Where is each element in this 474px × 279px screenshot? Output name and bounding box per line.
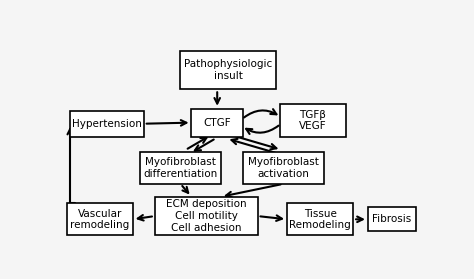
FancyBboxPatch shape — [155, 197, 258, 235]
FancyBboxPatch shape — [287, 203, 353, 235]
FancyBboxPatch shape — [243, 152, 324, 184]
Text: Vascular
remodeling: Vascular remodeling — [70, 208, 129, 230]
FancyBboxPatch shape — [140, 152, 221, 184]
Text: CTGF: CTGF — [203, 118, 231, 128]
FancyBboxPatch shape — [181, 51, 276, 89]
Text: Fibrosis: Fibrosis — [372, 214, 411, 224]
FancyBboxPatch shape — [280, 104, 346, 137]
Text: TGFβ
VEGF: TGFβ VEGF — [299, 110, 327, 131]
Text: Pathophysiologic
insult: Pathophysiologic insult — [184, 59, 273, 81]
FancyBboxPatch shape — [368, 208, 416, 231]
FancyBboxPatch shape — [66, 203, 133, 235]
Text: Myofibroblast
activation: Myofibroblast activation — [248, 157, 319, 179]
Text: Hypertension: Hypertension — [72, 119, 142, 129]
Text: Myofibroblast
differentiation: Myofibroblast differentiation — [143, 157, 218, 179]
FancyBboxPatch shape — [70, 111, 144, 137]
Text: Tissue
Remodeling: Tissue Remodeling — [289, 208, 351, 230]
Text: ECM deposition
Cell motility
Cell adhesion: ECM deposition Cell motility Cell adhesi… — [166, 199, 246, 233]
FancyBboxPatch shape — [191, 109, 243, 137]
